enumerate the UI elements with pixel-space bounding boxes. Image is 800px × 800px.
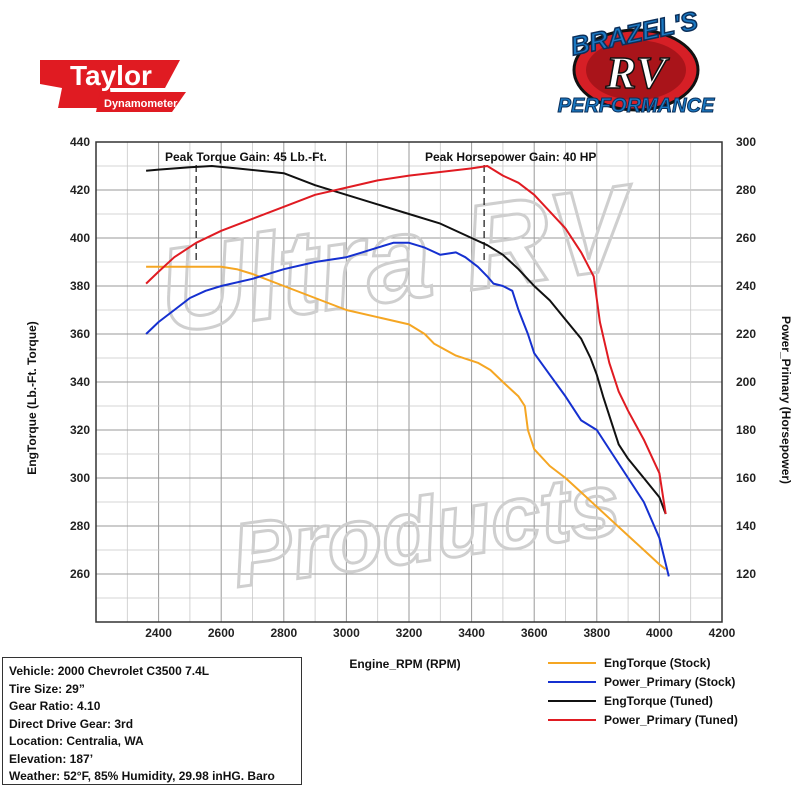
series-lines xyxy=(145,165,670,577)
x-tick-label: 3400 xyxy=(458,626,485,640)
series-line xyxy=(146,265,667,570)
x-axis-title: Engine_RPM (RPM) xyxy=(349,657,460,671)
y-right-tick-label: 220 xyxy=(736,327,756,341)
annotation-label: Peak Torque Gain: 45 Lb.-Ft. xyxy=(165,150,327,164)
brazels-logo-line2: RV xyxy=(605,47,670,98)
y-right-tick-label: 200 xyxy=(736,375,756,389)
y-left-tick-label: 440 xyxy=(70,135,90,149)
y-right-tick-label: 140 xyxy=(736,519,756,533)
x-tick-label: 3600 xyxy=(521,626,548,640)
x-tick-label: 3800 xyxy=(583,626,610,640)
tire-size-line: Tire Size: 29” xyxy=(9,681,85,696)
y-right-tick-label: 280 xyxy=(736,183,756,197)
legend-label: Power_Primary (Stock) xyxy=(604,675,735,689)
x-tick-label: 2400 xyxy=(145,626,172,640)
series-line xyxy=(146,165,667,515)
y-left-tick-label: 260 xyxy=(70,567,90,581)
y-left-tick-label: 340 xyxy=(70,375,90,389)
annotation-label: Peak Horsepower Gain: 40 HP xyxy=(425,150,596,164)
series-line xyxy=(145,241,670,577)
plot-frame xyxy=(95,141,723,623)
y-axis-left-title: EngTorque (Lb.-Ft. Torque) xyxy=(25,321,39,475)
x-tick-label: 2600 xyxy=(208,626,235,640)
taylor-logo-text: Taylor xyxy=(70,60,152,91)
y-right-tick-label: 180 xyxy=(736,423,756,437)
x-tick-label: 4200 xyxy=(709,626,736,640)
location-line: Location: Centralia, WA xyxy=(9,734,144,748)
y-right-tick-label: 160 xyxy=(736,471,756,485)
legend: EngTorque (Stock) Power_Primary (Stock) En… xyxy=(548,656,738,727)
tick-labels: 2400 2600 2800 3000 3200 3400 3600 3800 4000 4200… xyxy=(70,135,756,640)
y-left-tick-label: 300 xyxy=(70,471,90,485)
taylor-dynamometer-logo: Taylor Dynamometer xyxy=(40,60,186,112)
taylor-logo-subtext: Dynamometer xyxy=(104,98,178,110)
legend-label: EngTorque (Stock) xyxy=(604,656,710,670)
y-left-tick-label: 380 xyxy=(70,279,90,293)
annotations: Peak Torque Gain: 45 Lb.-Ft. Peak Horsepo… xyxy=(165,150,596,262)
x-tick-label: 3200 xyxy=(396,626,423,640)
brazels-logo-line3: PERFORMANCE xyxy=(558,95,715,117)
y-right-tick-label: 120 xyxy=(736,567,756,581)
series-line xyxy=(145,165,667,515)
brazels-rv-performance-logo: BRAZEL'S RV PERFORMANCE xyxy=(557,4,715,117)
y-right-tick-label: 260 xyxy=(736,231,756,245)
y-left-tick-label: 280 xyxy=(70,519,90,533)
legend-label: EngTorque (Tuned) xyxy=(604,694,713,708)
elevation-line: Elevation: 187’ xyxy=(9,751,94,766)
gear-ratio-line: Gear Ratio: 4.10 xyxy=(9,699,101,713)
y-axis-right-title: Power_Primary (Horsepower) xyxy=(779,316,793,484)
legend-label: Power_Primary (Tuned) xyxy=(604,713,738,727)
y-right-tick-label: 300 xyxy=(736,135,756,149)
y-left-tick-label: 360 xyxy=(70,327,90,341)
x-tick-label: 4000 xyxy=(646,626,673,640)
y-left-tick-label: 320 xyxy=(70,423,90,437)
vehicle-info-box: Vehicle: 2000 Chevrolet C3500 7.4L Tire … xyxy=(2,657,302,785)
weather-line: Weather: 52°F, 85% Humidity, 29.98 inHG.… xyxy=(9,769,275,783)
x-tick-label: 2800 xyxy=(270,626,297,640)
direct-drive-gear-line: Direct Drive Gear: 3rd xyxy=(9,716,134,731)
vehicle-line: Vehicle: 2000 Chevrolet C3500 7.4L xyxy=(9,664,210,678)
y-right-tick-label: 240 xyxy=(736,279,756,293)
y-left-tick-label: 420 xyxy=(70,183,90,197)
y-left-tick-label: 400 xyxy=(70,231,90,245)
x-tick-label: 3000 xyxy=(333,626,360,640)
